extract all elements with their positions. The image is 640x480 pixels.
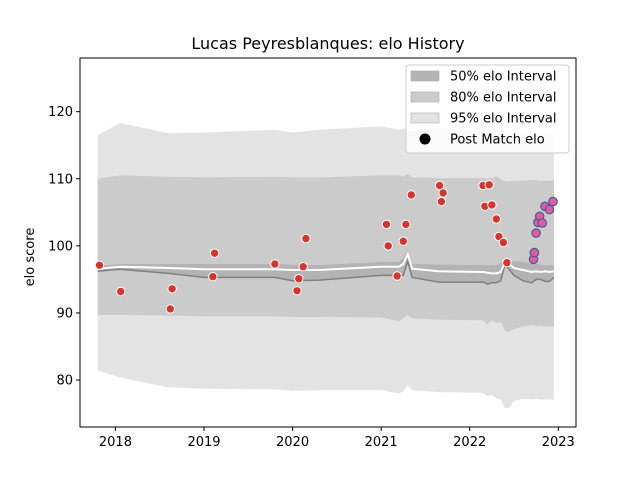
x-tick-label: 2020	[276, 435, 309, 450]
post-match-elo-point	[116, 286, 126, 297]
y-axis-label: elo score	[23, 228, 38, 287]
post-match-elo-point	[502, 257, 512, 268]
y-tick-label: 80	[56, 374, 73, 389]
post-match-elo-point	[406, 190, 416, 200]
post-match-elo-point	[383, 241, 393, 251]
axes: 2018 2019 2020 2021 2022 2023 80 90 100 110 120	[48, 57, 577, 450]
x-tick-label: 2021	[365, 435, 398, 450]
legend-item-post-match-label: Post Match elo	[450, 133, 545, 148]
post-match-elo-point	[491, 214, 501, 224]
mean-elo-line	[97, 250, 555, 275]
legend-item-50-interval-label: 50% elo Interval	[450, 70, 557, 85]
y-tick-label: 90	[56, 306, 73, 321]
post-match-elo-point	[537, 218, 548, 228]
post-match-elo-point	[294, 274, 304, 284]
x-tick-label: 2022	[453, 435, 486, 450]
post-match-elo-point	[298, 262, 308, 272]
plot-frame	[79, 57, 577, 428]
post-match-elo-point	[301, 233, 311, 244]
legend-item-80-interval-label: 80% elo Interval	[450, 91, 557, 106]
post-match-elo-point	[484, 180, 494, 190]
legend: 50% elo Interval 80% elo Interval 95% elo …	[405, 64, 570, 154]
legend-item-95-interval-label: 95% elo Interval	[450, 112, 557, 127]
legend-item-50-interval-swatch	[410, 70, 440, 82]
post-match-elo-point	[398, 236, 408, 246]
legend-box	[405, 64, 570, 154]
legend-item-95-interval-swatch	[410, 112, 440, 124]
lower-bound-line	[97, 258, 555, 285]
post-match-elo-point	[392, 271, 402, 281]
post-match-elo-point	[167, 284, 177, 294]
post-match-elo-point	[292, 286, 302, 296]
post-match-elo-point	[438, 188, 448, 198]
plot-area	[94, 123, 558, 409]
x-tick-label: 2023	[542, 435, 575, 450]
post-match-elo-point	[209, 248, 220, 258]
post-match-elo-point	[434, 180, 445, 191]
legend-item-post-match-marker	[419, 133, 431, 145]
band-80-interval	[97, 174, 554, 332]
post-match-elo-point	[548, 196, 558, 207]
y-tick-label: 100	[48, 239, 73, 254]
x-tick-label: 2018	[99, 435, 132, 450]
post-match-elo-point	[529, 247, 540, 258]
x-tick-label: 2019	[187, 435, 220, 450]
y-tick-label: 120	[48, 105, 73, 120]
post-match-elo-point	[498, 237, 509, 248]
post-match-elo-point	[487, 200, 497, 210]
post-match-elo-point	[208, 272, 218, 282]
post-match-elo-point	[401, 219, 411, 230]
post-match-elo-point	[270, 259, 280, 269]
post-match-elo-point	[436, 196, 447, 207]
post-match-elo-point	[94, 260, 105, 270]
legend-item-80-interval-swatch	[410, 91, 440, 103]
post-match-elo-point	[544, 204, 555, 215]
post-match-elo-point	[381, 219, 392, 230]
post-match-elo-point	[165, 304, 176, 314]
y-tick-label: 110	[48, 172, 73, 187]
chart-title: Lucas Peyresblanques: elo History	[191, 34, 464, 53]
post-match-elo-point	[531, 228, 541, 238]
